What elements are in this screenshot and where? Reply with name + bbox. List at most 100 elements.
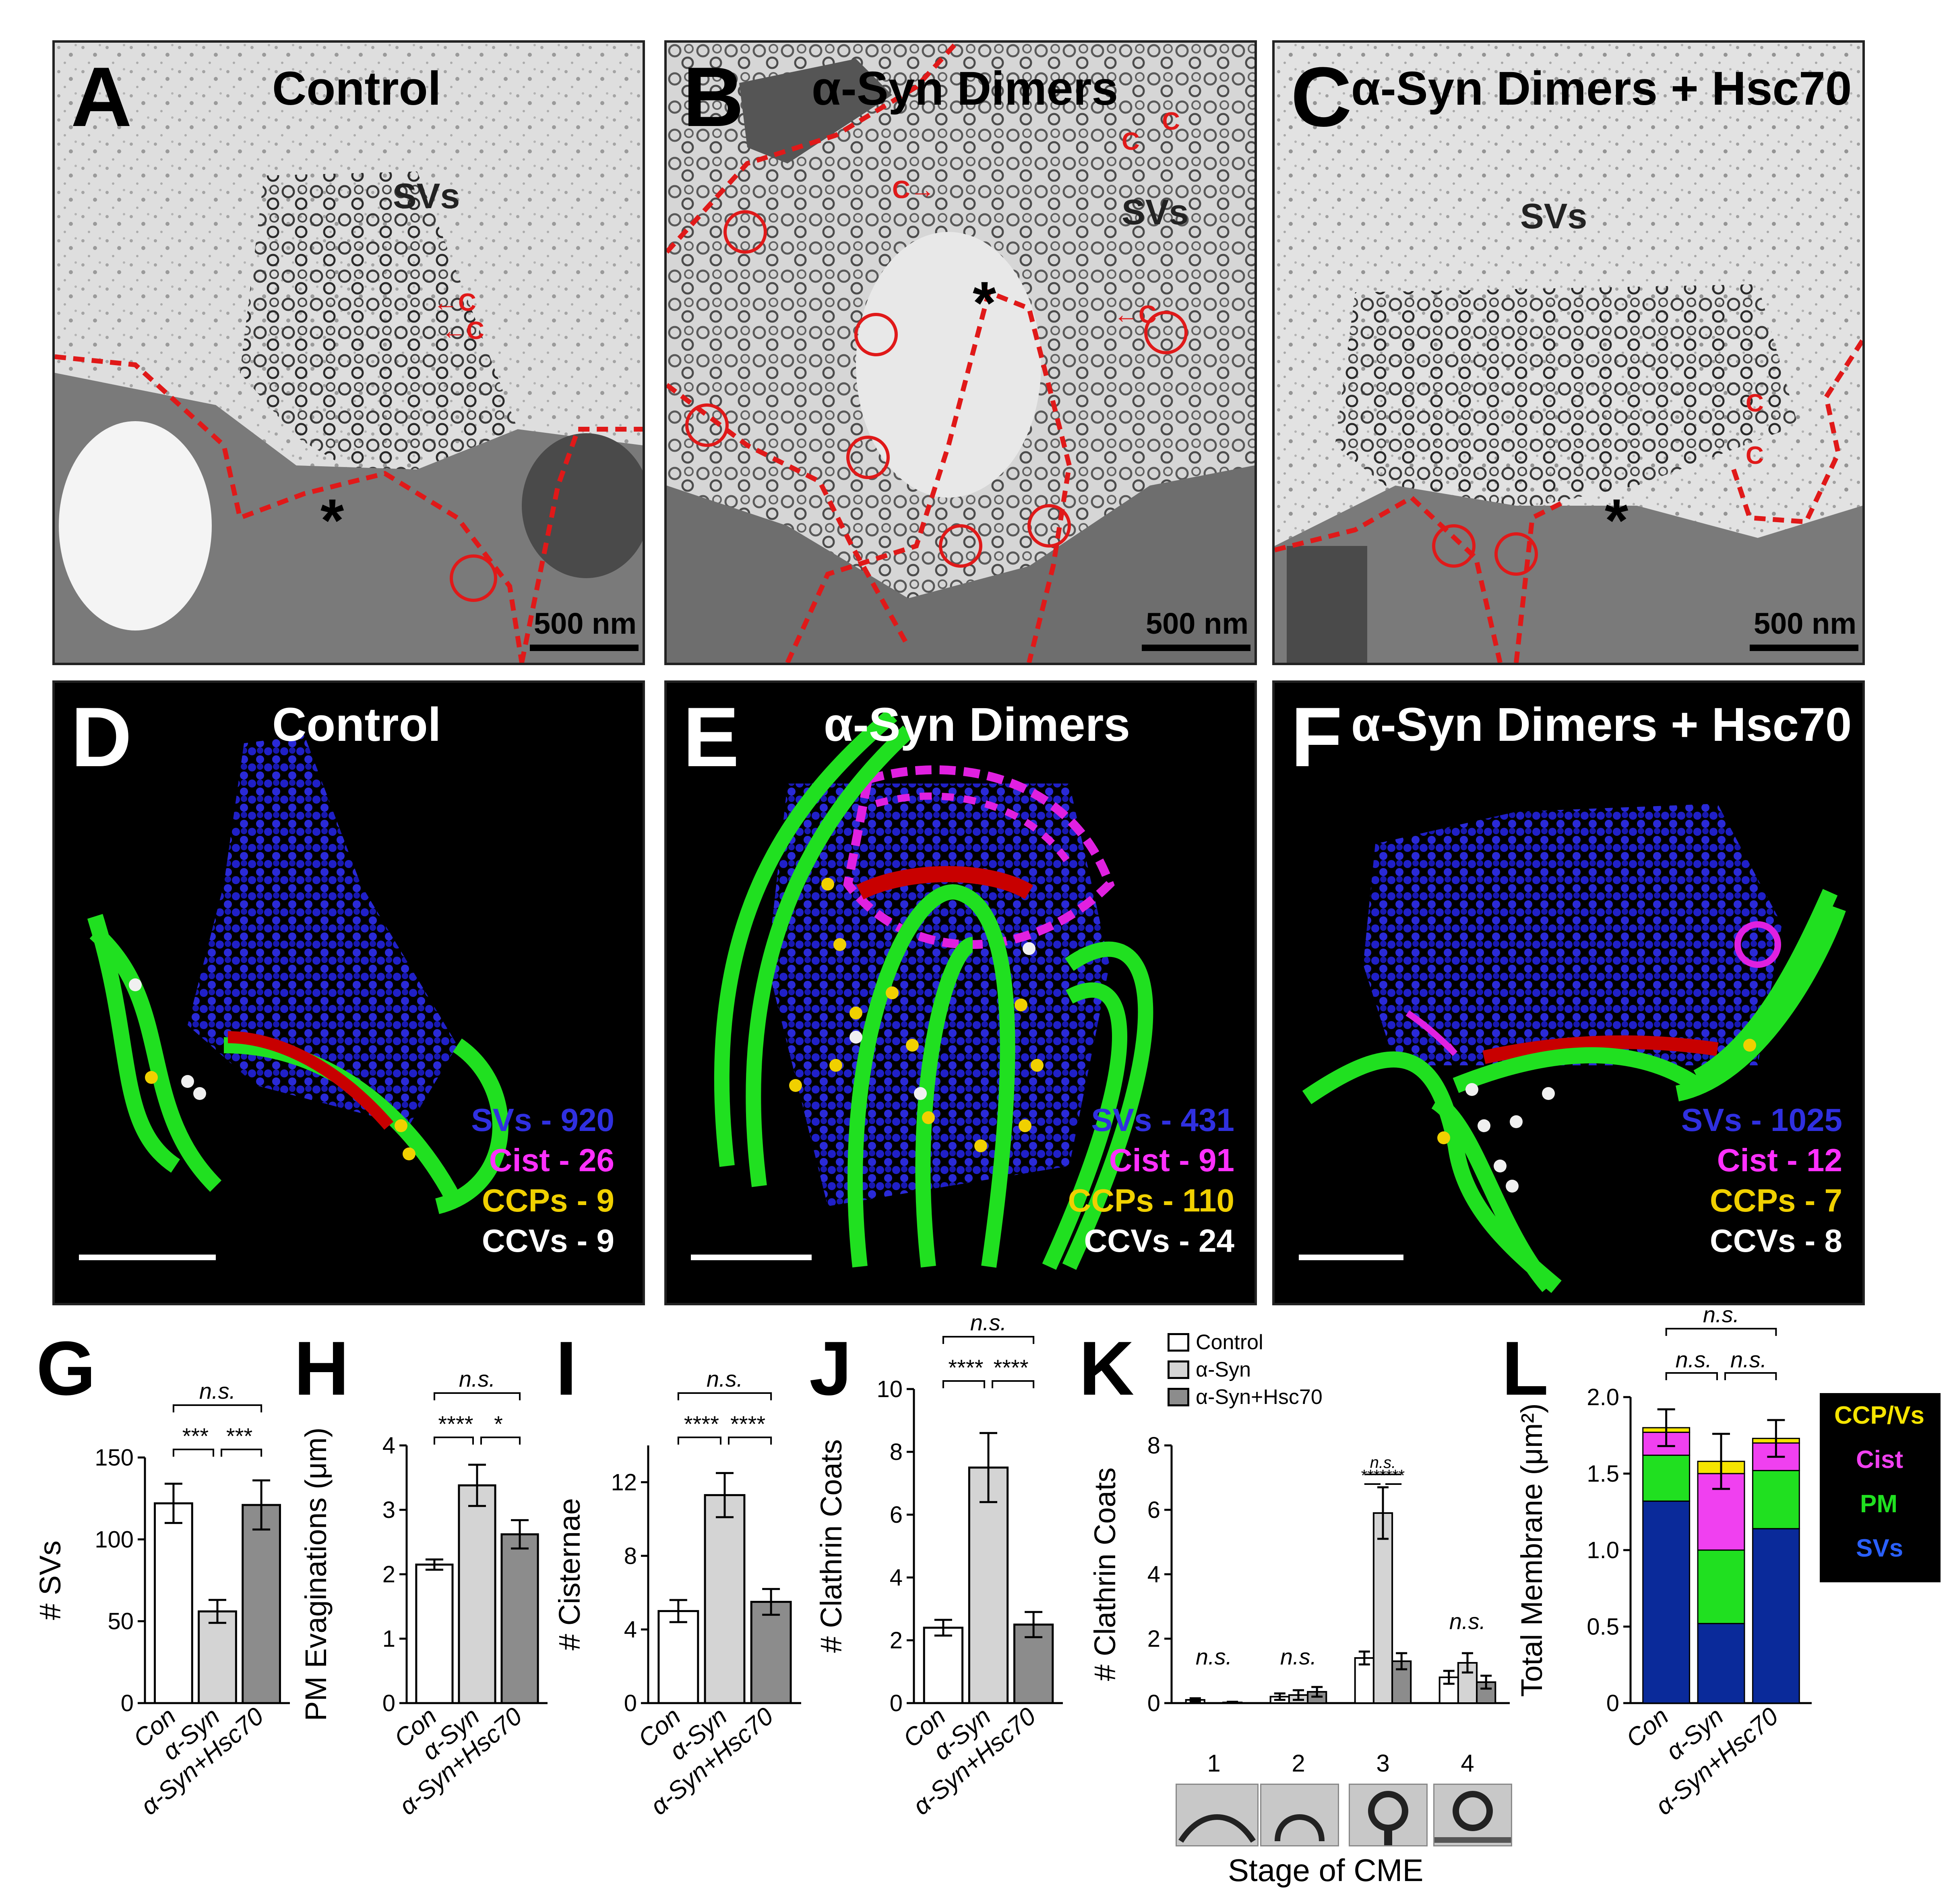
chart-i-bar: [750, 1601, 792, 1704]
legend-item-control: Control: [1168, 1329, 1323, 1356]
chart-g-sig-left: ***: [182, 1423, 209, 1449]
recon-panel-e: E α-Syn Dimers SVs - 431 Cist - 91 CCPs …: [664, 680, 1257, 1305]
chart-k-ylabel: # Clathrin Coats: [1088, 1468, 1122, 1681]
chart-l-ytick-label: 0: [1606, 1690, 1619, 1716]
chart-l-sig-left: n.s.: [1676, 1347, 1712, 1372]
count-ccps-d: CCPs - 9: [482, 1183, 614, 1218]
chart-letter-l: L: [1502, 1326, 1549, 1411]
legend-item-asyn: α-Syn: [1168, 1356, 1323, 1383]
scalebar-label-c: 500 nm: [1754, 607, 1857, 640]
chart-g-ylabel: # SVs: [33, 1540, 67, 1620]
c-mark-b1: C: [1162, 108, 1180, 135]
count-ccps-e: CCPs - 110: [1068, 1183, 1234, 1218]
em-image-b: [667, 43, 1255, 663]
chart-g-bracket-left: [172, 1449, 214, 1457]
chart-l-ytick-label: 1.5: [1587, 1461, 1619, 1487]
chart-letter-j: J: [809, 1326, 852, 1411]
chart-l-ytick-label: 0.5: [1587, 1614, 1619, 1640]
active-zone-star-c: *: [1605, 486, 1629, 554]
c-mark-a1: ←C: [433, 289, 476, 316]
chart-k-sig-right: ****: [1380, 1467, 1405, 1484]
chart-k-ytick-label: 2: [1147, 1626, 1160, 1652]
chart-h-bracket-right: [480, 1437, 521, 1445]
c-mark-b4: ←C: [1114, 301, 1157, 329]
chart-k-sig-ns: n.s.: [1449, 1608, 1486, 1634]
chart-j-bracket-right: [992, 1380, 1035, 1388]
chart-h-ylabel: PM Evaginations (μm): [299, 1427, 333, 1721]
count-cist-f: Cist - 12: [1717, 1142, 1842, 1178]
chart-l-sig-top: n.s.: [1703, 1302, 1739, 1327]
chart-j-sig-left: ****: [948, 1355, 983, 1380]
chart-g-bracket-top: [172, 1404, 262, 1412]
chart-g-sig-right: ***: [226, 1423, 252, 1449]
recon-panel-f: F α-Syn Dimers + Hsc70 SVs - 1025 Cist -…: [1272, 680, 1865, 1305]
chart-k-ytick-label: 0: [1147, 1690, 1160, 1716]
chart-j-bar: [923, 1627, 964, 1704]
c-mark-c2: C: [1746, 442, 1764, 469]
recon-image-e: [691, 709, 1153, 1270]
legend-swatch-hsc70: [1168, 1388, 1189, 1406]
chart-h-bar: [415, 1563, 454, 1704]
chart-h-sig-top: n.s.: [459, 1366, 495, 1391]
chart-l-ytick-label: 2.0: [1587, 1384, 1619, 1410]
chart-i-bar: [704, 1494, 746, 1704]
cme-stage-2-image: [1260, 1784, 1339, 1846]
panel-title-f: α-Syn Dimers + Hsc70: [1351, 698, 1852, 751]
chart-l-ytick-label: 1.0: [1587, 1537, 1619, 1563]
c-mark-a2: ←C: [441, 317, 484, 345]
chart-l-bracket-left: [1665, 1372, 1718, 1380]
chart-k-xtick-label: 2: [1292, 1750, 1305, 1777]
chart-h-bar: [500, 1533, 539, 1704]
c-mark-b3: C→: [892, 176, 935, 204]
chart-g-ytick-label: 150: [95, 1445, 134, 1471]
recon-panel-d: D Control SVs - 920 Cist - 26 CCPs - 9 C…: [52, 680, 645, 1305]
chart-h-ytick-label: 0: [382, 1690, 395, 1716]
panel-title-c: α-Syn Dimers + Hsc70: [1351, 62, 1852, 115]
count-cist-d: Cist - 26: [489, 1142, 614, 1178]
panel-letter-b: B: [683, 50, 744, 144]
sv-label-a: SVs: [393, 176, 460, 216]
chart-j-ytick-label: 4: [890, 1565, 903, 1591]
chart-h-ytick-label: 3: [382, 1497, 395, 1523]
panel-letter-f: F: [1291, 690, 1343, 784]
cme-stage-1-image: [1176, 1784, 1259, 1846]
count-ccvs-e: CCVs - 24: [1084, 1223, 1234, 1259]
count-ccvs-f: CCVs - 8: [1710, 1223, 1842, 1259]
chart-l-bracket-right: [1724, 1372, 1777, 1380]
chart-j-sig-top: n.s.: [970, 1310, 1007, 1335]
chart-i-ytick-label: 0: [624, 1690, 637, 1716]
chart-l-stack-svs: [1752, 1528, 1800, 1704]
em-panel-c: C α-Syn Dimers + Hsc70 SVs C C * 500 nm: [1272, 40, 1865, 665]
chart-i-bracket-right: [728, 1437, 772, 1445]
chart-i-sig-top: n.s.: [707, 1366, 743, 1391]
panel-letter-a: A: [71, 50, 132, 144]
em-image-a: [55, 43, 643, 663]
recon-image-f: [1299, 804, 1846, 1293]
chart-l-stack-pm: [1642, 1454, 1691, 1502]
legend-l-pm: PM: [1860, 1490, 1897, 1518]
chart-h-ytick-label: 4: [382, 1433, 395, 1459]
chart-k-legend: Control α-Syn α-Syn+Hsc70: [1168, 1329, 1323, 1411]
chart-k-sig-ns: n.s.: [1280, 1644, 1317, 1669]
chart-j-ytick-label: 10: [876, 1376, 903, 1402]
chart-h-sig-left: ****: [438, 1411, 473, 1437]
chart-k-xtick-label: 4: [1461, 1750, 1474, 1777]
legend-swatch-control: [1168, 1333, 1189, 1352]
count-ccps-f: CCPs - 7: [1710, 1183, 1842, 1218]
chart-k-ytick-label: 8: [1147, 1433, 1160, 1459]
chart-l-bracket-top: [1665, 1328, 1777, 1336]
chart-i-ylabel: # Cisternae: [553, 1498, 586, 1650]
panel-letter-e: E: [683, 690, 740, 784]
c-mark-b2: C: [1122, 128, 1140, 155]
chart-j-bracket-left: [942, 1380, 985, 1388]
chart-letter-k: K: [1079, 1326, 1135, 1411]
recon-image-d: [79, 735, 508, 1260]
em-panel-b: B α-Syn Dimers SVs C C C→ ←C * 500 nm: [664, 40, 1257, 665]
chart-h-bracket-left: [433, 1437, 474, 1445]
cme-stage-4-image: [1433, 1784, 1512, 1846]
panel-title-b: α-Syn Dimers: [812, 62, 1118, 115]
chart-g-bar: [198, 1610, 237, 1704]
chart-j-ylabel: # Clathrin Coats: [814, 1439, 848, 1653]
chart-h-bracket-top: [433, 1392, 521, 1400]
